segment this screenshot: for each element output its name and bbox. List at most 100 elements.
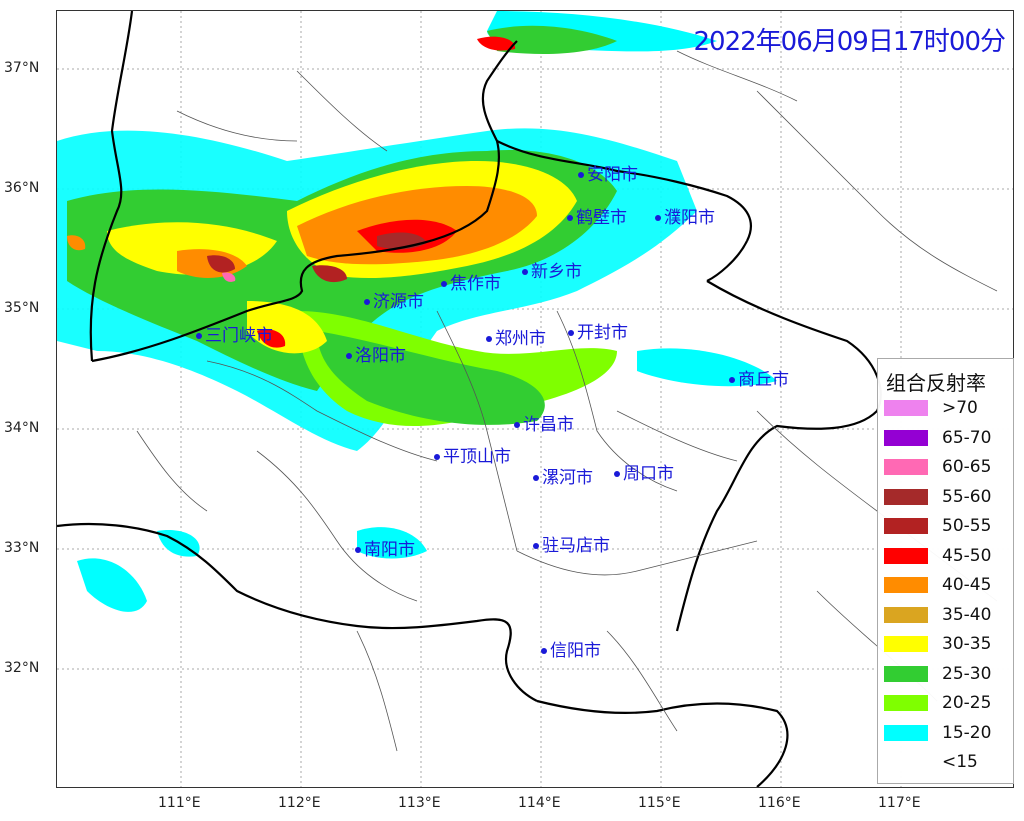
legend-label: 15-20 — [942, 722, 992, 743]
legend-swatch — [884, 429, 928, 446]
city-marker-hebi: 鹤壁市 — [567, 203, 627, 228]
city-marker-pingdingshan: 平顶山市 — [434, 442, 511, 467]
city-marker-zhengzhou: 郑州市 — [486, 324, 546, 349]
city-marker-jiaozuo: 焦作市 — [441, 269, 501, 294]
lat-label: 32°N — [4, 660, 40, 676]
city-name: 漯河市 — [542, 468, 593, 488]
lon-label: 115°E — [638, 795, 681, 811]
city-dot-icon — [441, 281, 447, 287]
city-name: 洛阳市 — [355, 346, 406, 366]
lon-label: 116°E — [758, 795, 801, 811]
lat-label: 34°N — [4, 420, 40, 436]
city-marker-sanmenxia: 三门峡市 — [196, 321, 273, 346]
legend-swatch — [884, 518, 928, 534]
city-dot-icon — [541, 648, 547, 654]
legend-label: 65-70 — [942, 427, 992, 448]
city-marker-shangqiu: 商丘市 — [729, 365, 789, 390]
legend-label: 40-45 — [942, 575, 992, 595]
legend-swatch — [884, 547, 928, 564]
city-name: 新乡市 — [531, 262, 582, 282]
city-name: 郑州市 — [495, 329, 546, 349]
legend-swatch — [884, 606, 928, 623]
city-dot-icon — [533, 543, 539, 549]
lon-label: 113°E — [398, 795, 441, 811]
legend-label: 20-25 — [942, 693, 992, 713]
radar-map: 2022年06月09日17时00分 — [56, 10, 1014, 788]
legend-label: 25-30 — [942, 663, 992, 684]
city-name: 南阳市 — [364, 540, 415, 560]
legend-item: 30-35 — [884, 633, 1009, 655]
city-dot-icon — [196, 333, 202, 339]
legend-item: >70 — [884, 397, 1009, 419]
legend-swatch — [884, 400, 928, 416]
city-dot-icon — [614, 471, 620, 477]
city-dot-icon — [486, 336, 492, 342]
city-marker-kaifeng: 开封市 — [568, 318, 628, 343]
city-marker-xuchang: 许昌市 — [514, 410, 574, 435]
legend-label: 50-55 — [942, 516, 992, 536]
city-dot-icon — [568, 330, 574, 336]
legend-swatch — [884, 459, 928, 475]
city-dot-icon — [355, 547, 361, 553]
city-dot-icon — [655, 215, 661, 221]
city-name: 许昌市 — [523, 415, 574, 435]
legend-item: 60-65 — [884, 456, 1009, 478]
legend-item: 40-45 — [884, 574, 1009, 596]
legend-swatch — [884, 754, 928, 770]
city-name: 安阳市 — [587, 165, 638, 185]
city-dot-icon — [578, 172, 584, 178]
legend-item: 15-20 — [884, 722, 1009, 744]
city-marker-luohe: 漯河市 — [533, 463, 593, 488]
city-name: 信阳市 — [550, 641, 601, 661]
city-name: 驻马店市 — [542, 536, 610, 556]
city-name: 三门峡市 — [205, 326, 273, 346]
legend-item: 20-25 — [884, 692, 1009, 714]
timestamp: 2022年06月09日17时00分 — [693, 27, 1006, 57]
lat-label: 36°N — [4, 180, 40, 196]
city-marker-puyang: 濮阳市 — [655, 203, 715, 228]
city-marker-jiyuan: 济源市 — [364, 287, 424, 312]
legend-label: 55-60 — [942, 486, 992, 507]
reflectivity-legend: 组合反射率 >70 65-70 60-65 55-60 50-55 45-50 40-45 3… — [877, 358, 1014, 784]
lat-label: 37°N — [4, 60, 40, 76]
city-dot-icon — [533, 475, 539, 481]
city-dot-icon — [364, 299, 370, 305]
legend-item: 25-30 — [884, 663, 1009, 685]
legend-swatch — [884, 724, 928, 741]
city-name: 平顶山市 — [443, 447, 511, 467]
city-marker-xinyang: 信阳市 — [541, 636, 601, 661]
city-name: 濮阳市 — [664, 208, 715, 228]
legend-label: 35-40 — [942, 604, 992, 625]
legend-swatch — [884, 695, 928, 711]
legend-swatch — [884, 488, 928, 505]
legend-label: 60-65 — [942, 457, 992, 477]
city-dot-icon — [346, 353, 352, 359]
legend-label: 30-35 — [942, 634, 992, 654]
city-dot-icon — [567, 215, 573, 221]
legend-swatch — [884, 665, 928, 682]
city-dot-icon — [522, 269, 528, 275]
legend-swatch — [884, 636, 928, 652]
city-name: 焦作市 — [450, 274, 501, 294]
legend-item: <15 — [884, 751, 1009, 773]
city-marker-luoyang: 洛阳市 — [346, 341, 406, 366]
legend-item: 35-40 — [884, 604, 1009, 626]
city-dot-icon — [434, 454, 440, 460]
lon-label: 111°E — [158, 795, 201, 811]
legend-swatch — [884, 577, 928, 593]
lon-label: 117°E — [878, 795, 921, 811]
lat-label: 33°N — [4, 540, 40, 556]
legend-item: 55-60 — [884, 486, 1009, 508]
lon-label: 114°E — [518, 795, 561, 811]
city-marker-nanyang: 南阳市 — [355, 535, 415, 560]
city-name: 鹤壁市 — [576, 208, 627, 228]
legend-label: 45-50 — [942, 545, 992, 566]
city-name: 商丘市 — [738, 370, 789, 390]
legend-item: 45-50 — [884, 545, 1009, 567]
city-name: 济源市 — [373, 292, 424, 312]
city-marker-zhumadian: 驻马店市 — [533, 531, 610, 556]
legend-item: 50-55 — [884, 515, 1009, 537]
legend-item: 65-70 — [884, 427, 1009, 449]
lat-label: 35°N — [4, 300, 40, 316]
city-name: 周口市 — [623, 464, 674, 484]
